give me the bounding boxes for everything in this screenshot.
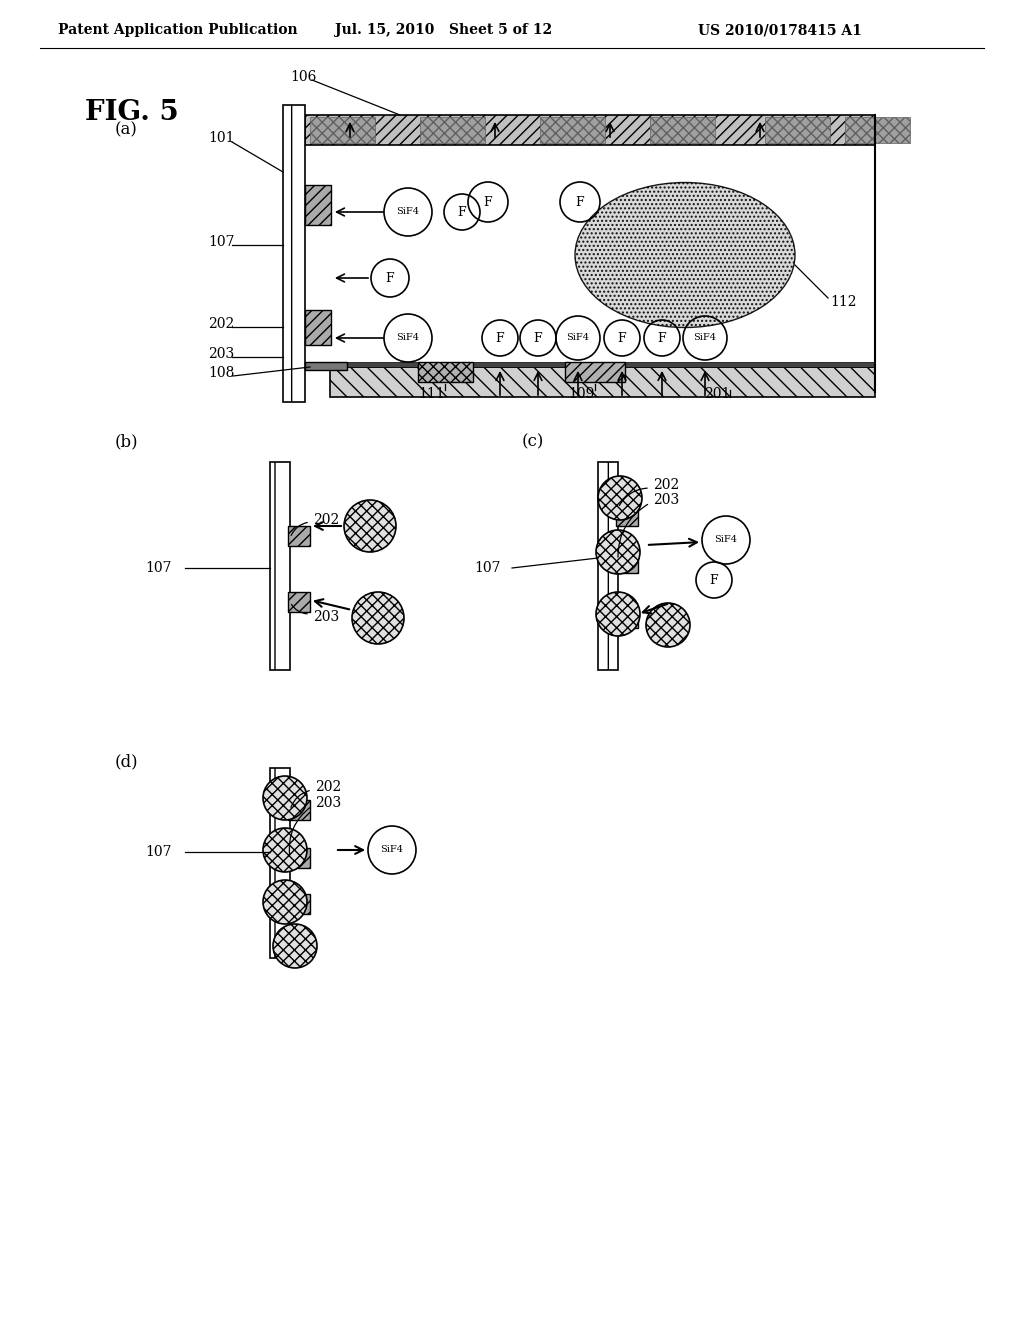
Bar <box>288 591 310 612</box>
Bar <box>540 117 605 143</box>
Bar <box>305 115 874 145</box>
Circle shape <box>263 776 307 820</box>
Text: 202: 202 <box>313 513 339 527</box>
Circle shape <box>598 477 642 520</box>
Text: SiF4: SiF4 <box>566 334 590 342</box>
Bar <box>845 117 910 143</box>
Text: F: F <box>534 331 543 345</box>
Text: (b): (b) <box>115 433 138 450</box>
Text: Jul. 15, 2010   Sheet 5 of 12: Jul. 15, 2010 Sheet 5 of 12 <box>335 22 552 37</box>
Bar <box>616 506 638 525</box>
Bar <box>305 362 347 370</box>
Ellipse shape <box>575 182 795 327</box>
Text: 201: 201 <box>703 387 730 401</box>
Text: F: F <box>575 195 585 209</box>
Text: F: F <box>710 573 718 586</box>
Bar <box>616 609 638 628</box>
Text: 107: 107 <box>474 561 501 576</box>
Text: F: F <box>617 331 627 345</box>
Bar <box>270 462 290 671</box>
Text: 107: 107 <box>145 561 171 576</box>
Text: F: F <box>458 206 466 219</box>
Text: 203: 203 <box>313 610 339 624</box>
Bar <box>418 362 473 381</box>
Text: 106: 106 <box>290 70 316 84</box>
Bar <box>650 117 715 143</box>
Text: 202: 202 <box>315 780 341 795</box>
Bar <box>330 362 874 367</box>
Text: FIG. 5: FIG. 5 <box>85 99 179 125</box>
Circle shape <box>352 591 404 644</box>
Text: F: F <box>496 331 504 345</box>
Text: SiF4: SiF4 <box>693 334 717 342</box>
Bar <box>616 553 638 573</box>
Text: F: F <box>483 195 493 209</box>
Text: 108: 108 <box>208 366 234 380</box>
Bar <box>598 462 618 671</box>
Text: 107: 107 <box>145 845 171 859</box>
Text: 202: 202 <box>653 478 679 492</box>
Bar <box>305 185 331 224</box>
Circle shape <box>273 924 317 968</box>
Bar <box>330 367 874 397</box>
Text: SiF4: SiF4 <box>396 207 420 216</box>
Text: 109: 109 <box>568 387 595 401</box>
Text: 107: 107 <box>208 235 234 249</box>
Bar <box>283 106 305 403</box>
Text: F: F <box>657 331 667 345</box>
Bar <box>565 362 625 381</box>
Circle shape <box>263 828 307 873</box>
Text: 203: 203 <box>653 492 679 507</box>
Text: (d): (d) <box>115 754 138 771</box>
Text: (a): (a) <box>115 121 138 139</box>
Bar <box>288 847 310 869</box>
Circle shape <box>263 880 307 924</box>
Text: SiF4: SiF4 <box>715 536 737 544</box>
Circle shape <box>596 531 640 574</box>
Bar <box>288 894 310 913</box>
Text: Patent Application Publication: Patent Application Publication <box>58 22 298 37</box>
Circle shape <box>646 603 690 647</box>
Text: F: F <box>386 272 394 285</box>
Text: 111: 111 <box>419 387 445 401</box>
Text: 203: 203 <box>315 796 341 810</box>
Bar <box>305 310 331 345</box>
Bar <box>420 117 485 143</box>
Text: 202: 202 <box>208 317 234 331</box>
Bar <box>288 800 310 820</box>
Circle shape <box>344 500 396 552</box>
Circle shape <box>596 591 640 636</box>
Text: 203: 203 <box>208 347 234 360</box>
Bar <box>270 768 290 958</box>
Text: US 2010/0178415 A1: US 2010/0178415 A1 <box>698 22 862 37</box>
Text: 101: 101 <box>208 131 234 145</box>
Bar <box>765 117 830 143</box>
Text: SiF4: SiF4 <box>381 846 403 854</box>
Text: (c): (c) <box>522 433 545 450</box>
Text: SiF4: SiF4 <box>396 334 420 342</box>
Text: 112: 112 <box>830 294 856 309</box>
Bar <box>310 117 375 143</box>
Bar <box>288 525 310 546</box>
